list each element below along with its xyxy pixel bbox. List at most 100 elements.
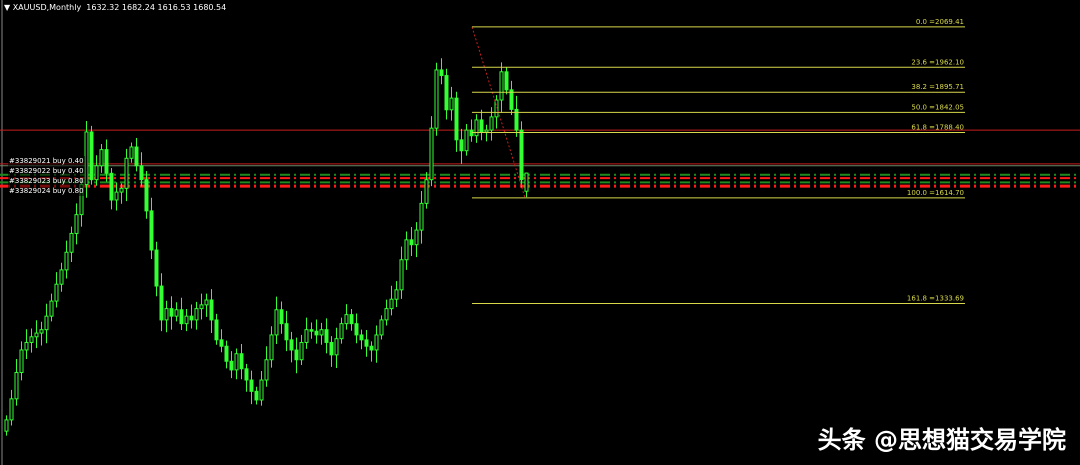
candle-body (484, 129, 489, 133)
candle-body (339, 323, 344, 340)
candle-body (49, 300, 54, 317)
candle-body (264, 359, 269, 381)
candle-body (439, 69, 444, 77)
candle-body (429, 127, 434, 181)
candle-body (489, 116, 494, 131)
fib-level-label: 38.2 =1895.71 (911, 83, 964, 91)
candle-body (274, 309, 279, 336)
candle-body (219, 339, 224, 347)
chart-header: ▼ XAUUSD,Monthly 1632.32 1682.24 1616.53… (4, 3, 226, 12)
candle-body (239, 353, 244, 370)
candle-body (299, 341, 304, 361)
order-label: #33829024 buy 0.80 (8, 186, 85, 196)
candle-body (314, 330, 319, 336)
candle-body (319, 329, 324, 336)
watermark: 头条 @思想猫交易学院 (817, 426, 1066, 454)
candle-body (249, 379, 254, 392)
candle-body (94, 165, 99, 181)
candle-body (154, 249, 159, 287)
candle-body (279, 309, 284, 325)
candle-body (304, 329, 309, 343)
order-label: #33829022 buy 0.40 (8, 166, 85, 176)
candle-body (494, 99, 499, 118)
fib-level-label: 161.8 =1333.69 (907, 294, 964, 302)
symbol-label: XAUUSD,Monthly (12, 3, 82, 12)
candle-body (139, 165, 144, 181)
candle-body (509, 89, 514, 110)
candle-body (424, 179, 429, 204)
candle-body (454, 97, 459, 141)
candle-body (119, 187, 124, 193)
order-labels: #33829021 buy 0.40 #33829022 buy 0.40 #3… (8, 156, 85, 196)
candle-body (379, 319, 384, 336)
candle-body (404, 239, 409, 261)
candle-body (209, 299, 214, 321)
candle-body (269, 334, 274, 361)
candle-body (149, 210, 154, 251)
candle-body (39, 329, 44, 334)
candle-body (464, 129, 469, 152)
candle-body (9, 398, 14, 421)
fib-level-label: 61.8 =1788.40 (911, 124, 964, 132)
candle-body (254, 390, 259, 401)
candle-body (354, 323, 359, 336)
candle-body (59, 269, 64, 285)
candle-body (414, 229, 419, 246)
candle-body (159, 285, 164, 321)
candle-body (99, 149, 104, 167)
candle-body (134, 146, 139, 167)
candle-body (294, 349, 299, 361)
candle-body (369, 345, 374, 351)
candle-body (329, 341, 334, 356)
candle-body (144, 179, 149, 212)
collapse-triangle-icon[interactable]: ▼ (4, 3, 11, 12)
candle-body (479, 119, 484, 133)
candle-body (499, 71, 504, 101)
candle-body (324, 329, 329, 343)
fib-level-label: 0.0 =2069.41 (916, 18, 964, 26)
candle-body (514, 108, 519, 131)
candle-body (229, 360, 234, 371)
candle-body (359, 334, 364, 341)
candle-body (44, 315, 49, 331)
candle-body (524, 172, 529, 192)
candle-body (4, 419, 9, 432)
candle-body (109, 172, 114, 201)
candle-body (504, 71, 509, 91)
fib-level-label: 50.0 =1842.05 (911, 103, 964, 111)
candle-body (519, 129, 524, 181)
candle-body (284, 323, 289, 341)
candle-body (179, 309, 184, 325)
candle-body (259, 379, 264, 401)
candle-body (224, 345, 229, 362)
candle-body (204, 299, 209, 306)
candle-body (34, 332, 39, 338)
candle-body (244, 368, 249, 381)
candle-body (459, 139, 464, 152)
candle-body (199, 304, 204, 310)
candle-body (344, 314, 349, 325)
candle-body (124, 157, 129, 189)
candle-body (389, 298, 394, 310)
candle-body (74, 214, 79, 234)
candle-body (434, 69, 439, 129)
candle-body (194, 308, 199, 321)
candle-body (174, 309, 179, 317)
candle-body (474, 119, 479, 137)
candle-body (189, 315, 194, 321)
candle-body (169, 308, 174, 317)
candle-body (104, 149, 109, 174)
candle-body (114, 191, 119, 201)
candle-body (419, 202, 424, 231)
candle-body (374, 334, 379, 351)
ohlc-readout: 1632.32 1682.24 1616.53 1680.54 (86, 3, 227, 12)
candle-body (54, 283, 59, 302)
candle-body (364, 339, 369, 347)
candle-body (89, 131, 94, 181)
candle-body (24, 341, 29, 351)
candle-body (214, 319, 219, 341)
candle-body (409, 239, 414, 246)
candle-body (64, 251, 69, 271)
